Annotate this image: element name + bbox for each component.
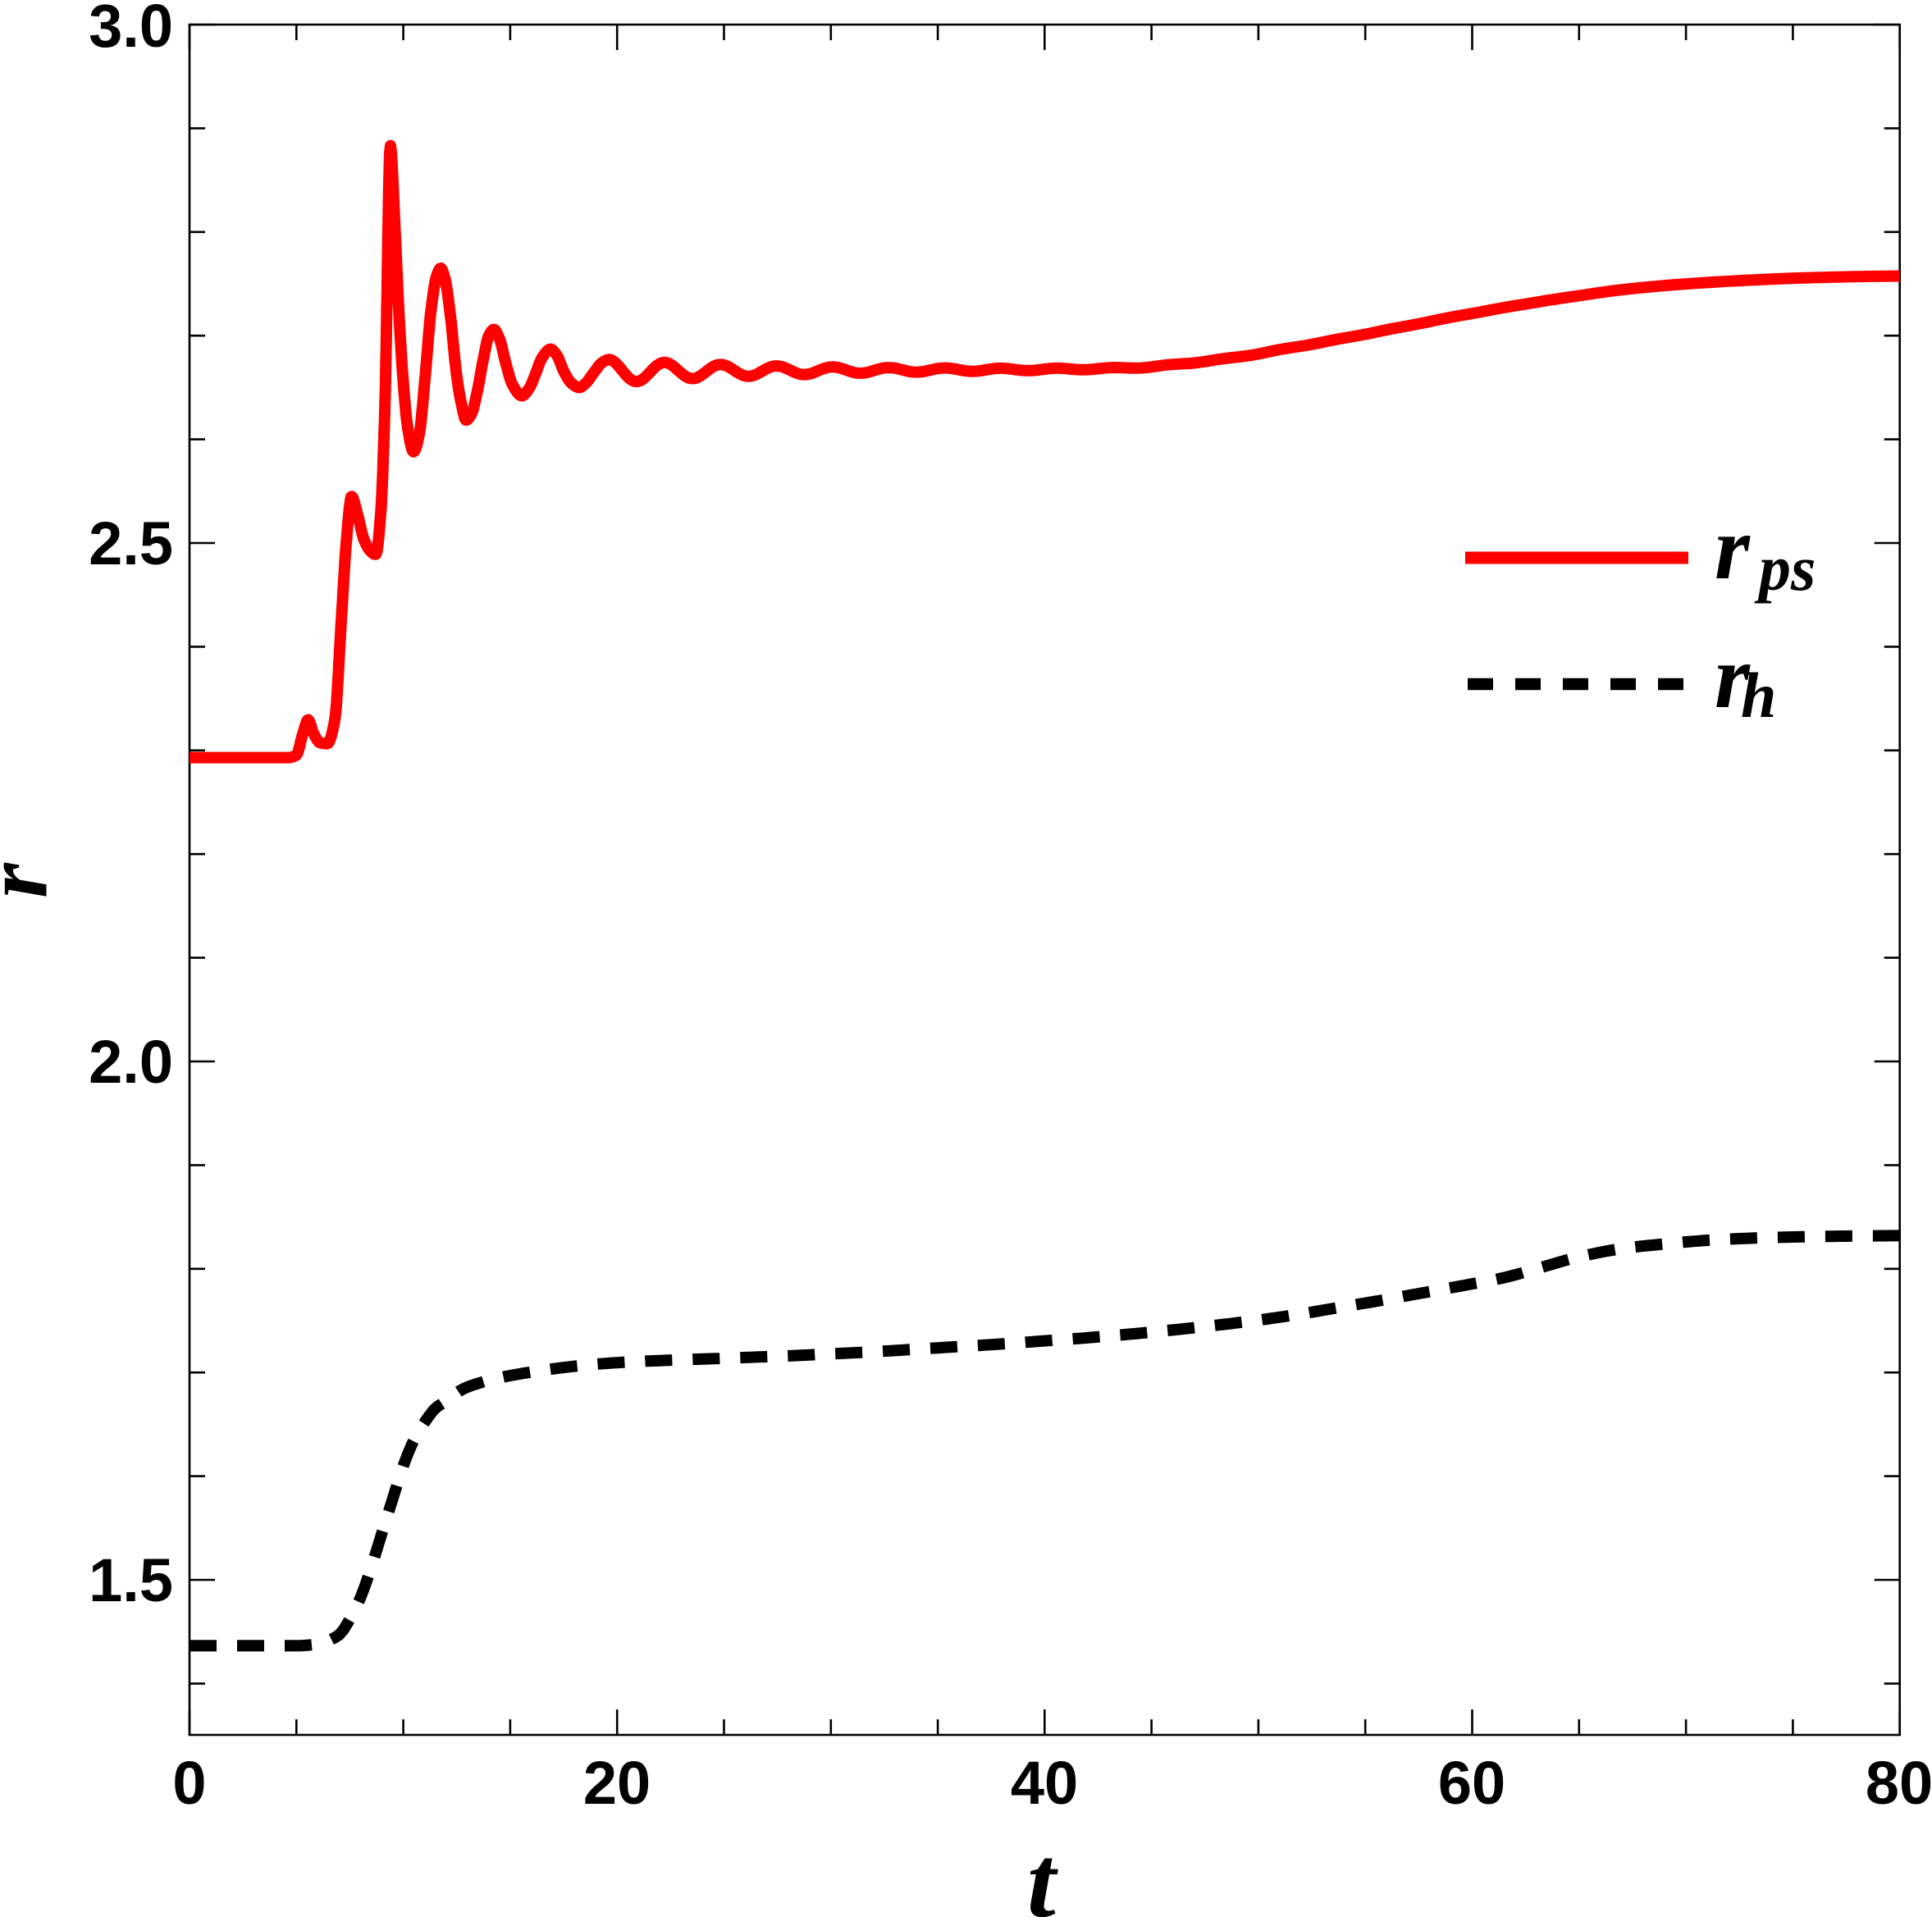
- svg-text:r: r: [1715, 627, 1751, 727]
- svg-text:80: 80: [1866, 1749, 1932, 1817]
- svg-text:1.5: 1.5: [89, 1546, 173, 1614]
- svg-text:20: 20: [583, 1749, 651, 1817]
- svg-text:40: 40: [1011, 1749, 1078, 1817]
- svg-text:h: h: [1741, 660, 1776, 731]
- svg-text:t: t: [1027, 1826, 1058, 1917]
- svg-text:3.0: 3.0: [89, 0, 173, 60]
- svg-text:r: r: [0, 862, 66, 898]
- svg-text:r: r: [1715, 498, 1751, 598]
- svg-text:2.0: 2.0: [89, 1028, 173, 1096]
- svg-text:0: 0: [172, 1749, 206, 1817]
- svg-text:ps: ps: [1754, 532, 1816, 604]
- svg-text:60: 60: [1438, 1749, 1505, 1817]
- svg-text:2.5: 2.5: [89, 509, 173, 577]
